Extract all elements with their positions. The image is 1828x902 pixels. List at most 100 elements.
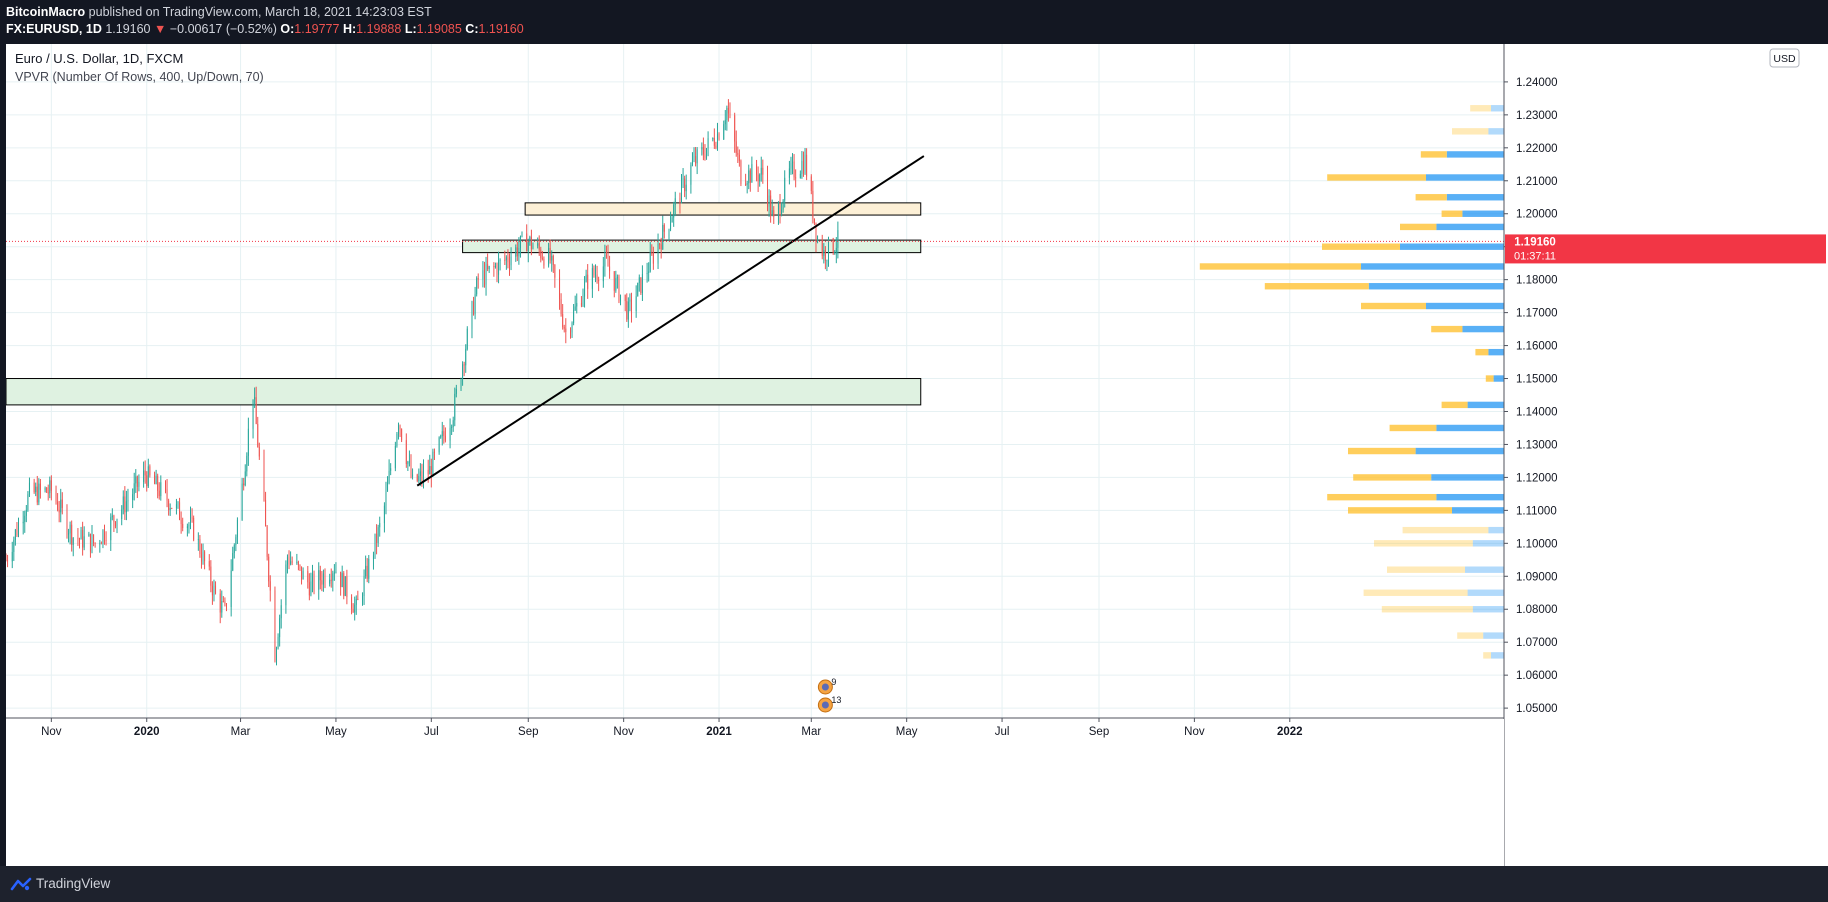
candle-body [735, 141, 737, 153]
event-marker-2[interactable]: 13 [817, 695, 841, 713]
candle-body [516, 247, 518, 257]
candle-body [24, 515, 26, 522]
event-markers[interactable]: 9 13 [817, 677, 841, 713]
author-name[interactable]: BitcoinMacro [6, 5, 86, 19]
candle-body [835, 247, 837, 253]
candle-body [125, 501, 127, 513]
candle-body [368, 558, 370, 579]
candle-body [682, 178, 684, 180]
candle-body [285, 564, 287, 606]
candle-body [812, 190, 814, 219]
price-chart[interactable]: 913 1.050001.060001.070001.080001.090001… [5, 44, 1828, 866]
candle-body [598, 279, 600, 282]
candle-body [737, 152, 739, 155]
currency-badge-label[interactable]: USD [1773, 53, 1796, 65]
candle-body [746, 183, 748, 185]
candle-body [269, 581, 271, 591]
candle-body [111, 515, 113, 518]
zone-rectangle-3[interactable] [524, 202, 922, 216]
candle-body [299, 565, 301, 567]
axes-layer[interactable]: 1.05000 1.06000 1.07000 1.08000 1.09000 1.100… [6, 44, 1828, 866]
candle-body [788, 168, 790, 178]
volume-profile-up-bar [1472, 540, 1504, 547]
candle-body [637, 282, 639, 297]
time-tick-label: May [325, 726, 347, 738]
candle-body [124, 496, 126, 513]
candle-body [132, 494, 134, 500]
price-tick-label: 1.17000 [1516, 308, 1558, 320]
zone-rectangle-1[interactable] [5, 378, 922, 406]
candle-body [738, 154, 740, 161]
candle-body [144, 470, 146, 476]
low-label: L: [404, 22, 417, 36]
candle-body [71, 524, 73, 545]
candle-body [133, 483, 135, 495]
candle-body [66, 507, 68, 535]
volume-profile-down-bar [1348, 507, 1452, 514]
price-tick-label: 1.16000 [1516, 341, 1558, 353]
price-axis[interactable] [1504, 44, 1828, 866]
price-tick-label: 1.22000 [1516, 143, 1558, 155]
candle-body [244, 471, 246, 486]
candle-body [114, 521, 116, 527]
candle-body [363, 576, 365, 597]
candle-body [712, 138, 714, 140]
volume-profile-up-bar [1436, 493, 1504, 501]
candle-body [767, 174, 768, 207]
candle-body [257, 423, 259, 447]
candle-body [663, 225, 665, 232]
volume-profile-up-bar [1400, 243, 1504, 250]
price-tick-label: 1.24000 [1516, 77, 1558, 89]
candle-body [638, 277, 640, 283]
candle-body [135, 476, 137, 484]
volume-profile-down-bar [1470, 105, 1491, 112]
candle-body [756, 164, 758, 175]
candle-body [60, 499, 62, 513]
price-tick-label: 1.23000 [1516, 110, 1558, 122]
volume-profile-up-bar [1436, 424, 1504, 432]
volume-profile-down-bar [1431, 325, 1463, 333]
zone-rectangle-2[interactable] [462, 239, 922, 254]
open-label: O: [280, 22, 295, 36]
candle-body [554, 264, 556, 278]
candle-body [576, 303, 578, 307]
candle-body [246, 455, 248, 472]
price-tick-label: 1.13000 [1516, 439, 1558, 451]
candle-body [745, 183, 747, 185]
candle-body [751, 164, 753, 183]
chart-pane[interactable]: 9 13 1.05000 1.06000 1.07000 1.08000 1.09000 1… [5, 44, 1828, 866]
candle-body [429, 466, 431, 475]
time-tick-label: Jul [424, 726, 439, 738]
candle-body [605, 254, 607, 257]
trendline[interactable] [416, 155, 925, 487]
candle-body [740, 160, 742, 184]
candle-body [279, 618, 281, 638]
candle-body [430, 466, 432, 477]
volume-profile-down-bar [1353, 474, 1432, 481]
candle-body [394, 445, 396, 469]
candle-body [49, 480, 51, 494]
candle-body [286, 557, 288, 565]
volume-profile-up-bar [1361, 263, 1504, 270]
candle-body [68, 533, 70, 535]
tradingview-logo-icon[interactable] [10, 877, 32, 891]
trendline-layer[interactable] [6, 155, 1504, 487]
candle-body [165, 482, 166, 490]
candle-body [268, 556, 270, 582]
volume-profile-up-bar [1436, 223, 1504, 231]
time-axis[interactable] [6, 719, 1504, 866]
zones-layer[interactable] [5, 202, 922, 406]
candle-body [455, 388, 457, 394]
candle-body [319, 570, 321, 581]
candle-body [802, 161, 804, 174]
candle-body [11, 551, 13, 562]
candle-body [343, 573, 345, 596]
brand-name[interactable]: TradingView [36, 876, 111, 891]
symbol-label: FX:EURUSD, 1D [6, 22, 102, 36]
event-marker-1[interactable]: 9 [817, 677, 836, 695]
candle-body [329, 579, 331, 584]
chart-legend[interactable]: Euro / U.S. Dollar, 1D, FXCM VPVR (Numbe… [15, 50, 264, 86]
legend-indicator[interactable]: VPVR (Number Of Rows, 400, Up/Down, 70) [15, 70, 264, 84]
candle-body [215, 585, 217, 594]
candle-body [668, 229, 670, 232]
